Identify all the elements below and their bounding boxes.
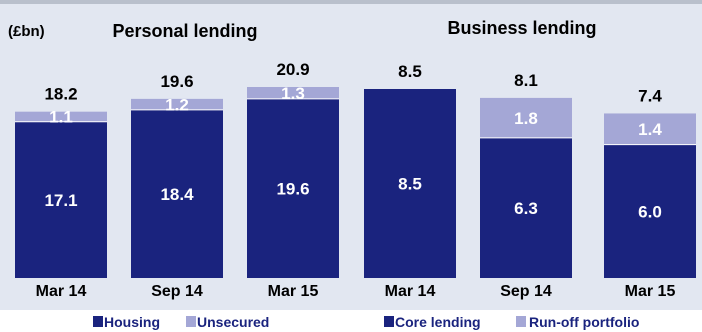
bar-segment-0-1-primary [131,109,223,278]
bar-segment-1-1-primary [480,137,572,278]
bar-value-label: 1.4 [638,120,662,139]
x-tick-label: Sep 14 [500,283,552,300]
bar-segment-0-2-primary [247,98,339,278]
legend-label-run-off: Run-off portfolio [529,314,639,330]
bar-value-label: 1.3 [281,84,305,103]
unit-label: (£bn) [8,23,45,40]
legend-swatch-housing [93,316,103,327]
bar-value-label: 6.3 [514,199,538,218]
bar-value-label: 17.1 [44,191,77,210]
bar-segment-0-2-secondary [247,87,339,99]
x-tick-label: Mar 15 [268,283,319,300]
panel-title-personal: Personal lending [112,21,257,41]
bar-value-label: 1.8 [514,109,538,128]
bar-segment-1-0-primary [364,89,456,278]
bar-value-label: 1.1 [49,108,73,127]
bar-total-label: 8.5 [398,62,422,81]
x-tick-label: Mar 14 [36,283,87,300]
bars-layer: 17.1 1.1 18.2 18.4 1.2 19.6 19.6 1.3 20.9 8.5 8.5 6… [15,60,696,279]
bar-total-label: 18.2 [44,85,77,104]
x-tick-label: Sep 14 [151,283,203,300]
bar-value-label: 1.2 [165,95,189,114]
bar-segment-0-0-primary [15,121,107,279]
legend-business: Core lending Run-off portfolio [384,314,639,330]
x-axis-labels-personal: Mar 14 Sep 14 Mar 15 [36,283,319,300]
bar-segment-0-1-secondary [131,98,223,110]
bar-value-label: 19.6 [276,179,309,198]
bar-value-label: 18.4 [160,185,194,204]
bar-total-label: 19.6 [160,72,193,91]
bar-total-label: 8.1 [514,71,538,90]
legend-swatch-core-lending [384,316,394,327]
plot-area [0,0,702,310]
legend-swatch-run-off [516,316,526,327]
legend-label-unsecured: Unsecured [197,314,269,330]
panel-title-business: Business lending [447,18,596,38]
bar-total-label: 7.4 [638,86,662,105]
bar-total-label: 20.9 [276,60,309,79]
bar-value-label: 8.5 [398,175,422,194]
x-tick-label: Mar 15 [625,283,676,300]
legend-label-housing: Housing [104,314,160,330]
x-tick-label: Mar 14 [385,283,436,300]
bar-segment-1-1-secondary [480,97,572,138]
legend-personal: Housing Unsecured [93,314,269,330]
bar-segment-0-0-secondary [15,111,107,122]
bar-value-label: 6.0 [638,202,662,221]
bar-segment-1-2-secondary [604,113,696,145]
x-axis-labels-business: Mar 14 Sep 14 Mar 15 [385,283,676,300]
bar-segment-1-2-primary [604,144,696,278]
legend-label-core-lending: Core lending [395,314,481,330]
legend-swatch-unsecured [186,316,196,327]
